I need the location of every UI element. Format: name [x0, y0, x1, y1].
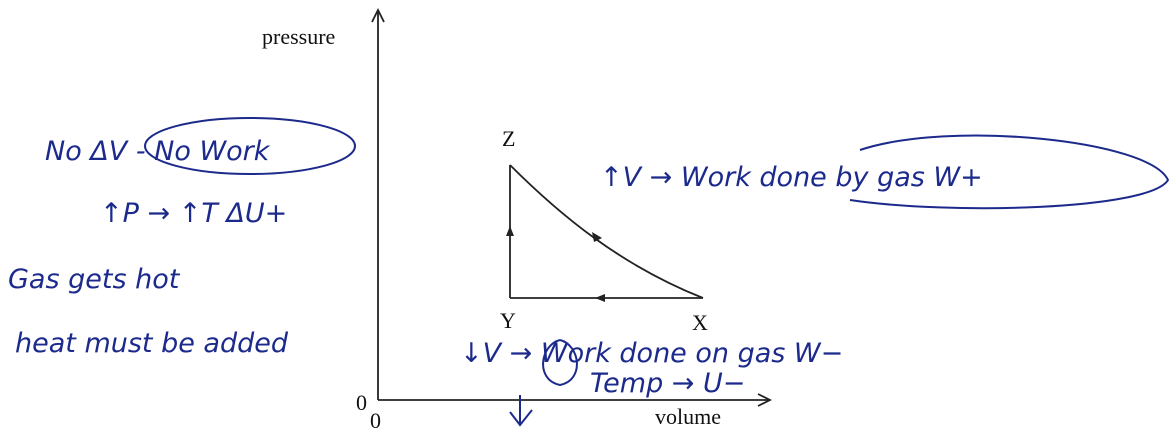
- annotation: ↑V → Work done by gas W+: [600, 162, 983, 193]
- arrow-curve: [592, 232, 602, 242]
- annotation: Temp → U−: [590, 368, 745, 399]
- point-label: Y: [500, 308, 516, 333]
- annotation: heat must be added: [15, 328, 289, 359]
- diagram: pressure volume 0 0 Z Y X No ΔV - No Wor…: [0, 0, 1176, 434]
- annotation: ↑P → ↑T ΔU+: [100, 198, 287, 229]
- y-axis-label: pressure: [262, 24, 335, 49]
- y-origin: 0: [356, 390, 367, 415]
- annotation: Gas gets hot: [8, 264, 181, 295]
- annotation: ↓V → Work done on gas W−: [460, 338, 843, 369]
- x-origin: 0: [370, 408, 381, 433]
- point-label: Z: [502, 126, 515, 151]
- x-axis-label: volume: [655, 404, 721, 429]
- arrow-up: [506, 226, 514, 236]
- arrow-left: [595, 294, 605, 302]
- point-label: X: [692, 310, 708, 335]
- annotation: No ΔV - No Work: [45, 136, 271, 167]
